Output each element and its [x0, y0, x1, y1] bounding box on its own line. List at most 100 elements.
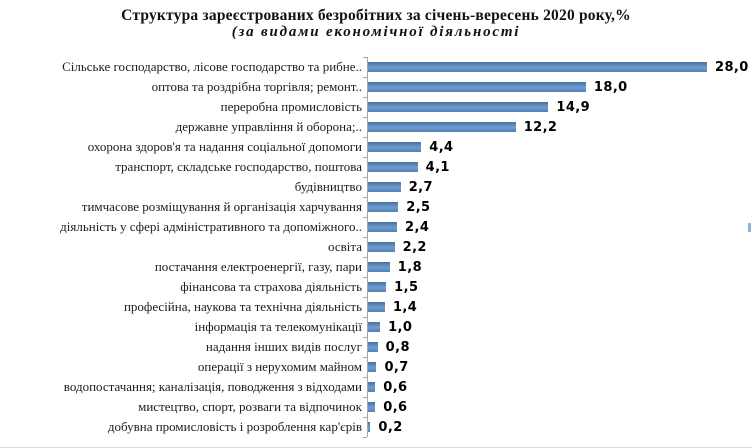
axis-tick [363, 297, 367, 298]
value-label: 0,7 [384, 359, 409, 375]
chart-row: освіта 2,2 [0, 237, 752, 257]
bar [368, 122, 516, 132]
bar-track: 1,8 [367, 257, 752, 277]
chart-subtitle: (за видами економічної діяльності [231, 24, 521, 40]
bar [368, 322, 381, 332]
axis-tick [363, 417, 367, 418]
bar-track: 4,1 [367, 157, 752, 177]
axis-tick [363, 117, 367, 118]
chart-row: тимчасове розміщування й організація хар… [0, 197, 752, 217]
axis-tick [363, 97, 367, 98]
category-label: інформація та телекомунікації [194, 319, 362, 334]
bar-track: 0,6 [367, 397, 752, 417]
bar [368, 382, 376, 392]
chart-row: будівництво 2,7 [0, 177, 752, 197]
chart-row: державне управління й оборона;.. 12,2 [0, 117, 752, 137]
category-label: водопостачання; каналізація, поводження … [63, 379, 362, 394]
category-label: операції з нерухомим майном [197, 359, 362, 374]
right-edge-artifact [748, 223, 751, 232]
chart-row: діяльність у сфері адміністративного та … [0, 217, 752, 237]
chart-row: оптова та роздрібна торгівля; ремонт.. 18… [0, 77, 752, 97]
bar [368, 342, 378, 352]
category-label: професійна, наукова та технічна діяльніс… [123, 299, 362, 314]
bar [368, 282, 387, 292]
value-label: 1,5 [394, 279, 419, 295]
bar [368, 362, 377, 372]
bar [368, 222, 398, 232]
bar-track: 1,4 [367, 297, 752, 317]
category-label: мистецтво, спорт, розваги та відпочинок [138, 399, 362, 414]
category-label: оптова та роздрібна торгівля; ремонт.. [151, 79, 362, 94]
chart-row: Сільське господарство, лісове господарст… [0, 57, 752, 77]
axis-tick [363, 217, 367, 218]
bar [368, 162, 418, 172]
value-label: 28,0 [715, 59, 749, 75]
bar-track: 1,0 [367, 317, 752, 337]
value-label: 0,6 [383, 399, 408, 415]
chart-row: переробна промисловість 14,9 [0, 97, 752, 117]
bar [368, 402, 376, 412]
value-label: 0,2 [378, 419, 403, 435]
chart-row: водопостачання; каналізація, поводження … [0, 377, 752, 397]
chart-row: фінансова та страхова діяльність 1,5 [0, 277, 752, 297]
category-label: діяльність у сфері адміністративного та … [60, 219, 362, 234]
category-label: надання інших видів послуг [205, 339, 362, 354]
bar [368, 302, 385, 312]
value-label: 4,4 [429, 139, 454, 155]
category-label: державне управління й оборона;.. [175, 119, 362, 134]
bar-track: 14,9 [367, 97, 752, 117]
bar-track: 18,0 [367, 77, 752, 97]
value-label: 4,1 [425, 159, 450, 175]
chart-row: транспорт, складське господарство, пошто… [0, 157, 752, 177]
category-label: постачання електроенергії, газу, пари [154, 259, 362, 274]
bar-track: 28,0 [367, 57, 752, 77]
axis-tick [363, 257, 367, 258]
category-label: фінансова та страхова діяльність [180, 279, 362, 294]
chart-row: постачання електроенергії, газу, пари 1,8 [0, 257, 752, 277]
bar-track: 2,4 [367, 217, 752, 237]
category-label: Сільське господарство, лісове господарст… [62, 59, 362, 74]
chart-row: мистецтво, спорт, розваги та відпочинок 0… [0, 397, 752, 417]
bar-track: 2,5 [367, 197, 752, 217]
chart-row: добувна промисловість і розроблення кар'… [0, 417, 752, 437]
value-label: 14,9 [556, 99, 591, 115]
bar-chart-plot-area: Сільське господарство, лісове господарст… [0, 57, 752, 438]
axis-tick [363, 437, 367, 438]
bar-track: 12,2 [367, 117, 752, 137]
axis-tick [363, 377, 367, 378]
axis-tick [363, 137, 367, 138]
chart-row: надання інших видів послуг 0,8 [0, 337, 752, 357]
category-label: тимчасове розміщування й організація хар… [81, 199, 362, 214]
axis-tick [363, 397, 367, 398]
chart-row: операції з нерухомим майном 0,7 [0, 357, 752, 377]
category-label: добувна промисловість і розроблення кар'… [107, 419, 362, 434]
value-label: 0,6 [383, 379, 408, 395]
value-label: 1,4 [392, 299, 418, 315]
category-label: охорона здоров'я та надання соціальної д… [87, 139, 362, 154]
axis-tick [363, 277, 367, 278]
value-label: 18,0 [593, 79, 628, 95]
bar-track: 4,4 [367, 137, 752, 157]
bar-track: 2,2 [367, 237, 752, 257]
bar-track: 1,5 [367, 277, 752, 297]
axis-tick [363, 237, 367, 238]
bar [368, 182, 401, 192]
category-label: переробна промисловість [220, 99, 362, 114]
bar-track: 0,8 [367, 337, 752, 357]
axis-tick [363, 197, 367, 198]
bar [368, 262, 390, 272]
value-label: 2,4 [405, 219, 430, 235]
bar [368, 62, 707, 72]
bar-track: 0,6 [367, 377, 752, 397]
bar [368, 142, 422, 152]
bar [368, 102, 549, 112]
bar-track: 0,2 [367, 417, 752, 437]
bar-track: 0,7 [367, 357, 752, 377]
axis-tick [363, 177, 367, 178]
bar [368, 82, 586, 92]
category-label: освіта [328, 239, 362, 254]
category-label: будівництво [294, 179, 362, 194]
value-label: 12,2 [523, 119, 558, 135]
axis-tick [363, 57, 367, 58]
bar [368, 202, 399, 212]
